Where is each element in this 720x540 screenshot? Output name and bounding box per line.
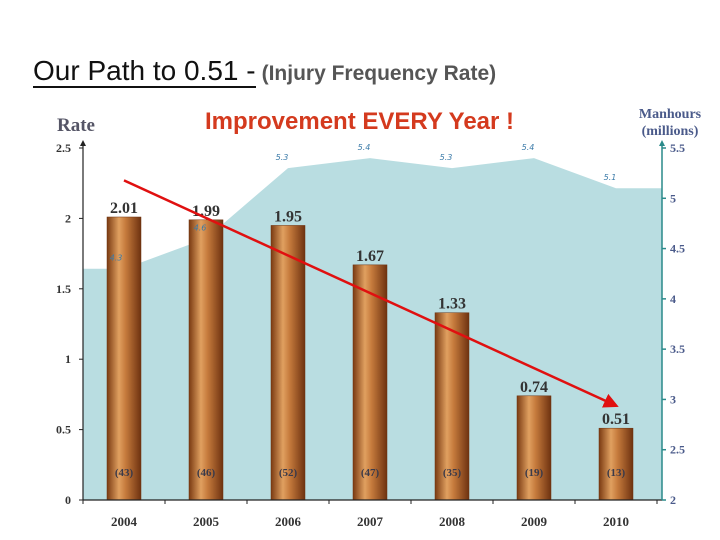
- bar-2006: [270, 225, 306, 501]
- injury-count-label: (46): [197, 467, 216, 479]
- title-main: Our Path to 0.51 -: [33, 55, 256, 88]
- x-tick-label: 2008: [439, 514, 466, 529]
- x-tick-label: 2006: [275, 514, 302, 529]
- manhours-label: 5.4: [358, 143, 371, 152]
- manhours-label: 5.3: [276, 153, 289, 162]
- bar-2009: [516, 395, 552, 501]
- y-tick-label-right: 5.5: [670, 141, 685, 155]
- y-tick-label-right: 4: [670, 292, 676, 306]
- manhours-label: 4.3: [110, 254, 123, 263]
- injury-count-label: (13): [607, 467, 626, 479]
- y-tick-label-right: 3: [670, 392, 676, 406]
- y-axis-left-arrow: [80, 140, 86, 146]
- bar-2004: [106, 216, 142, 501]
- y-axis-label-left: Rate: [57, 115, 95, 136]
- y-tick-label-left: 1.5: [56, 282, 71, 296]
- y-tick-label-right: 2.5: [670, 443, 685, 457]
- chart-subtitle: Improvement EVERY Year !: [205, 108, 515, 135]
- bar-value-label: 0.74: [520, 379, 548, 396]
- y-axis-label-right: Manhours (millions): [638, 107, 702, 139]
- x-tick-label: 2005: [193, 514, 220, 529]
- bar-2007: [352, 264, 388, 501]
- injury-count-label: (19): [525, 467, 544, 479]
- injury-count-label: (35): [443, 467, 462, 479]
- trend-arrow: [123, 179, 619, 408]
- bar-2008: [434, 312, 470, 501]
- chart-title: Our Path to 0.51 - (Injury Frequency Rat…: [33, 56, 496, 88]
- manhours-label: 5.3: [440, 153, 453, 162]
- bar-value-label: 2.01: [110, 200, 138, 217]
- y-tick-label-left: 0.5: [56, 423, 71, 437]
- x-tick-label: 2007: [357, 514, 384, 529]
- y-tick-label-left: 2: [65, 211, 71, 225]
- y-tick-label-left: 1: [65, 352, 71, 366]
- bar-value-label: 1.33: [438, 296, 466, 313]
- title-sub: (Injury Frequency Rate): [261, 62, 497, 85]
- manhours-label: 5.4: [522, 143, 535, 152]
- bar-value-label: 0.51: [602, 411, 630, 428]
- x-tick-label: 2004: [111, 514, 138, 529]
- x-tick-label: 2010: [603, 514, 629, 529]
- y-tick-label-right: 3.5: [670, 342, 685, 356]
- bar-2010: [598, 427, 634, 501]
- manhours-label: 4.6: [194, 224, 207, 233]
- y-tick-label-right: 5: [670, 191, 676, 205]
- bar-2005: [188, 219, 224, 501]
- manhours-label: 5.1: [604, 173, 617, 182]
- injury-count-label: (43): [115, 467, 134, 479]
- y-tick-label-left: 0: [65, 493, 71, 507]
- injury-count-label: (52): [279, 467, 298, 479]
- y-tick-label-left: 2.5: [56, 141, 71, 155]
- x-tick-label: 2009: [521, 514, 548, 529]
- injury-count-label: (47): [361, 467, 380, 479]
- bar-value-label: 1.95: [274, 208, 302, 225]
- bar-value-label: 1.67: [356, 248, 384, 265]
- y-tick-label-right: 2: [670, 493, 676, 507]
- y-tick-label-right: 4.5: [670, 242, 685, 256]
- y-axis-right-arrow: [659, 140, 665, 146]
